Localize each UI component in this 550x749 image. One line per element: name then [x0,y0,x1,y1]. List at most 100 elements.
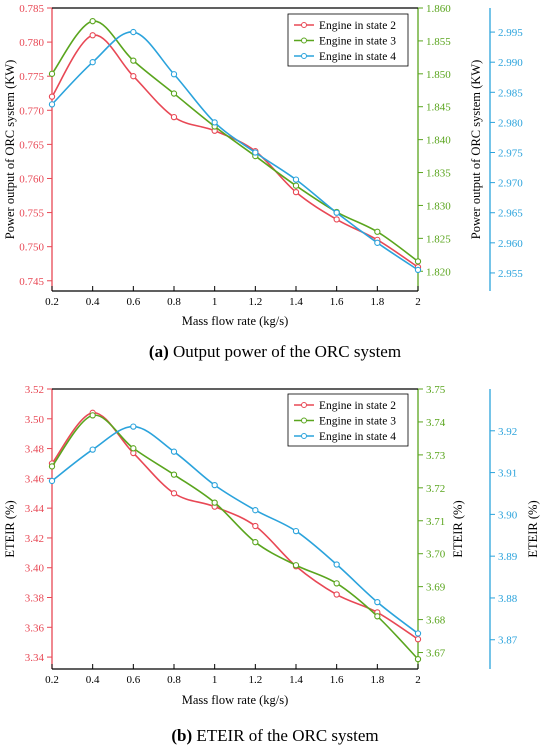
c1-ytick-label-right2: 3.92 [498,426,517,438]
c0-ytick-label-left: 0.745 [19,276,44,288]
c0-data-point [48,101,56,108]
c1-data-point [170,490,178,497]
c0-ytick-label-left: 0.785 [19,3,44,15]
c0-ylabel-right1: Power output of ORC system (KW) [469,60,483,240]
c0-ytick-label-right2: 2.975 [498,148,523,160]
c0-ytick-label-left: 0.780 [19,37,44,49]
c1-series-line [51,414,419,660]
c0-data-point [292,188,300,196]
c0-data-point [333,209,340,216]
c1-data-point [48,477,56,485]
c1-data-point [130,423,137,430]
c1-xtick-label: 0.2 [45,674,59,686]
c0-ytick-label-right2: 2.970 [498,178,523,190]
c1-series-state-4 [48,423,422,637]
c1-ytick-label-left: 3.44 [25,503,45,515]
c0-ytick-label-right2: 2.995 [498,27,523,39]
c0-xtick-label: 1.4 [289,296,303,308]
c1-ytick-label-left: 3.38 [25,593,45,605]
c1-legend-label: Engine in state 3 [319,416,396,428]
chart-eteir: 3.34 3.36 3.38 3.40 3.42 3.44 3.46 3.48 3.50 3.52… [3,384,540,707]
c1-xtick-label: 1 [212,674,218,686]
c0-ytick-label-right1: 1.840 [426,135,451,147]
c1-ytick-label-right1: 3.71 [426,516,445,528]
c0-data-point [374,239,381,246]
c1-legend-marker [301,402,307,408]
c0-xtick-label: 1 [212,296,218,308]
c1-xtick-label: 0.6 [126,674,140,686]
c1-ytick-label-left: 3.34 [25,652,45,664]
c0-legend: Engine in state 2 Engine in state 3 Engine… [287,13,409,67]
c1-legend-marker [301,417,307,424]
c0-legend-label: Engine in state 3 [319,36,396,48]
c0-data-point [48,70,56,77]
c1-ytick-label-left: 3.48 [25,444,45,456]
c0-ytick-label-right2: 2.955 [498,268,523,280]
c0-legend-marker [301,53,307,59]
c0-ytick-label-right2: 2.960 [498,238,523,250]
c1-ytick-label-right2: 3.91 [498,468,517,480]
caption-b-text: ETEIR of the ORC system [192,726,379,745]
c1-ytick-label-left: 3.50 [25,414,45,426]
c0-series-line [51,20,419,263]
caption-b-prefix: (b) [171,726,192,745]
caption-a: (a) Output power of the ORC system [149,342,401,361]
c1-legend-label: Engine in state 2 [319,400,396,412]
c1-ytick-label-right2: 3.89 [498,551,518,563]
c1-legend-marker [301,433,307,439]
c1-data-point [333,580,340,587]
c0-xlabel: Mass flow rate (kg/s) [182,314,289,328]
c0-ylabel-left: Power output of ORC system (KW) [3,60,17,240]
caption-a-prefix: (a) [149,342,169,361]
c1-data-point [292,527,300,535]
c1-ytick-label-right1: 3.75 [426,384,446,396]
c1-ytick-label-left: 3.52 [25,384,44,396]
c1-data-point [252,522,259,530]
c0-legend-label: Engine in state 4 [319,51,396,63]
c1-data-point [130,445,137,452]
c1-ytick-label-right2: 3.87 [498,635,518,647]
c0-data-point [211,119,218,126]
c0-ytick-label-right1: 1.860 [426,3,451,15]
c1-data-point [170,471,178,478]
c0-data-point [292,182,300,189]
c0-ytick-label-right1: 1.845 [426,102,451,114]
c1-ytick-label-right1: 3.69 [426,582,446,594]
c1-xtick-label: 0.8 [167,674,181,686]
c0-legend-marker [301,37,307,44]
c1-ytick-label-right1: 3.70 [426,549,446,561]
c1-ytick-label-right2: 3.88 [498,593,518,605]
c1-ylabel-right1: ETEIR (%) [451,500,465,557]
c1-data-point [414,655,422,663]
c0-series-line [51,31,419,271]
c0-ytick-label-left: 0.760 [19,173,44,185]
c1-data-point [333,561,340,568]
c1-xtick-label: 0.4 [86,674,100,686]
c1-data-point [374,613,381,620]
c0-data-point [374,228,381,235]
c1-ytick-label-right1: 3.72 [426,483,445,495]
c0-ytick-label-right1: 1.835 [426,168,451,180]
c0-ytick-label-left: 0.770 [19,105,44,117]
c1-xlabel: Mass flow rate (kg/s) [182,693,289,707]
c1-legend: Engine in state 2 Engine in state 3 Engine… [287,393,409,447]
caption-a-text: Output power of the ORC system [169,342,401,361]
c1-xtick-label: 1.4 [289,674,303,686]
c1-series-line [51,412,419,640]
c1-xtick-label: 1.8 [370,674,384,686]
c1-ytick-label-right1: 3.68 [426,615,446,627]
chart-output-power: 0.745 0.750 0.755 0.760 0.765 0.770 0.775 0.780… [3,3,523,328]
c1-ytick-label-right1: 3.67 [426,648,446,660]
c0-xtick-label: 1.8 [370,296,384,308]
c0-data-point [292,176,300,183]
c1-data-point [211,481,218,489]
c1-ytick-label-right1: 3.74 [426,417,446,429]
c1-data-point [333,591,340,598]
c0-ytick-label-left: 0.755 [19,208,44,220]
c0-xtick-label: 0.6 [126,296,140,308]
c0-data-point [130,28,137,36]
c0-series-state-4 [48,28,422,274]
c0-ytick-label-left: 0.765 [19,139,44,151]
c1-xtick-label: 2 [415,674,421,686]
c0-data-point [414,258,422,265]
